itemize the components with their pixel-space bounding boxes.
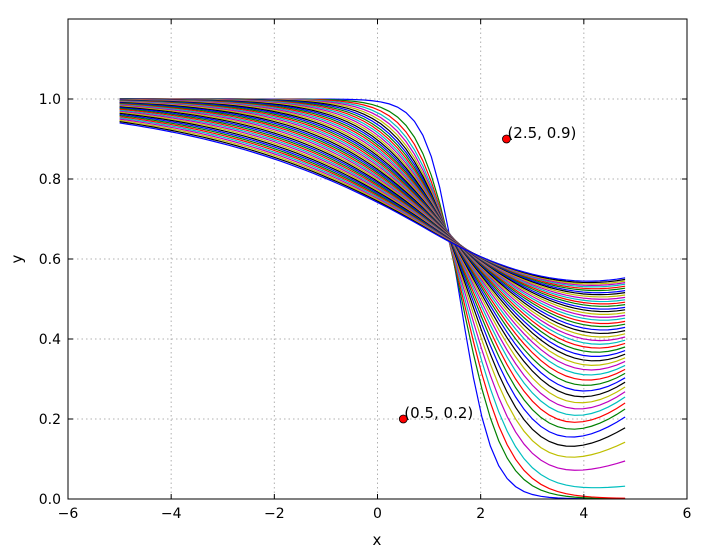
series-line	[119, 100, 626, 353]
series-line	[119, 122, 626, 282]
x-tick-label: −6	[58, 506, 79, 522]
series-line	[119, 101, 626, 342]
x-axis-label: x	[373, 531, 382, 549]
series-line	[119, 100, 626, 349]
annotation-label: (2.5, 0.9)	[507, 124, 576, 142]
ticks: −6 −4 −2 0 2 4 6 0.0 0.2 0.4 0.6 0.8 1.0	[39, 19, 692, 522]
series-line	[119, 98, 626, 386]
series-group	[119, 98, 626, 500]
x-tick-label: 4	[579, 506, 588, 522]
series-line	[119, 104, 626, 318]
series-line	[119, 101, 626, 338]
series-line	[119, 117, 626, 288]
series-line	[119, 98, 626, 416]
grid	[68, 19, 687, 499]
y-tick-label: 1.0	[39, 92, 61, 108]
y-tick-label: 0.0	[39, 492, 61, 508]
series-line	[119, 112, 626, 296]
series-line	[119, 111, 626, 298]
series-line	[119, 107, 626, 307]
series-line	[119, 100, 626, 345]
y-tick-label: 0.4	[39, 332, 61, 348]
series-line	[119, 98, 626, 500]
series-line	[119, 102, 626, 328]
series-line	[119, 104, 626, 321]
series-line	[119, 98, 626, 447]
series-line	[119, 110, 626, 300]
x-tick-label: 0	[373, 506, 382, 522]
series-line	[119, 103, 626, 325]
annotation-marker	[502, 134, 511, 144]
series-line	[119, 106, 626, 313]
series-line	[119, 102, 626, 331]
x-tick-label: −2	[264, 506, 285, 522]
series-line	[119, 118, 626, 287]
series-line	[119, 98, 626, 500]
series-line	[119, 108, 626, 305]
series-line	[119, 99, 626, 362]
series-line	[119, 114, 626, 292]
x-tick-label: 2	[476, 506, 485, 522]
y-axis-label: y	[8, 254, 26, 263]
series-line	[119, 113, 626, 294]
y-tick-label: 0.8	[39, 172, 61, 188]
annotation-label: (0.5, 0.2)	[404, 404, 473, 422]
series-line	[119, 99, 626, 357]
series-line	[119, 101, 626, 335]
series-line	[119, 98, 626, 489]
x-tick-label: −4	[161, 506, 182, 522]
y-tick-label: 0.2	[39, 412, 61, 428]
series-line	[119, 109, 626, 303]
series-line	[119, 98, 626, 404]
series-line	[119, 107, 626, 310]
annotation-marker	[398, 414, 408, 424]
y-tick-label: 0.6	[39, 252, 61, 268]
annotations: (2.5, 0.9) (0.5, 0.2)	[398, 124, 576, 424]
x-tick-label: 6	[683, 506, 692, 522]
series-line	[119, 121, 626, 284]
series-line	[119, 119, 626, 285]
series-line	[119, 116, 626, 290]
series-line	[119, 105, 626, 315]
